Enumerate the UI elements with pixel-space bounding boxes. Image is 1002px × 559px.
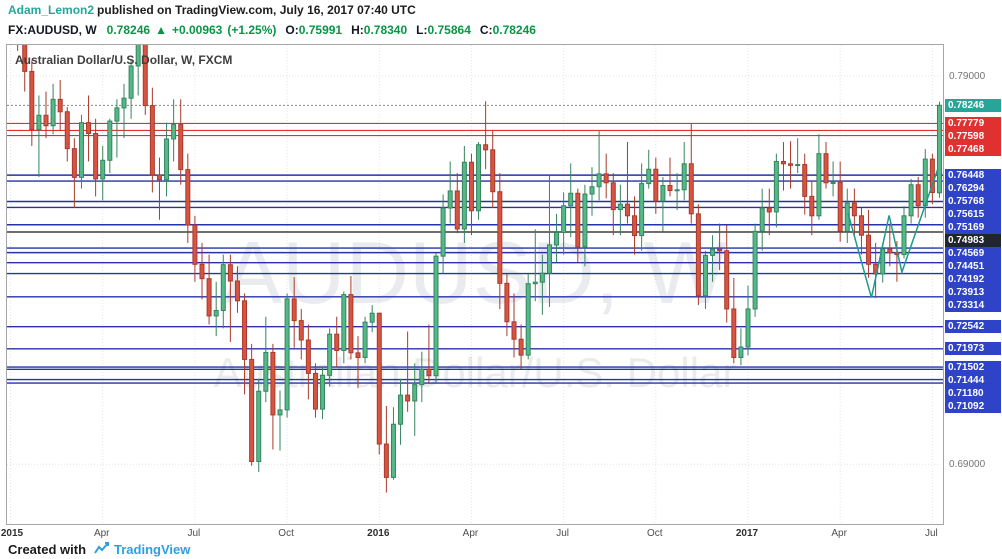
price-label-blue: 0.75169 xyxy=(945,221,1001,234)
time-tick: Apr xyxy=(462,528,479,539)
price-axis[interactable]: 0.79000 0.69000 0.78246 0.77779 0.77598 0.774… xyxy=(945,44,1002,527)
time-tick: Apr xyxy=(93,528,110,539)
price-label-red: 0.77468 xyxy=(945,142,1001,156)
price-label-red: 0.77779 xyxy=(945,116,1001,130)
author-link[interactable]: Adam_Lemon2 xyxy=(8,3,95,17)
time-tick: Apr xyxy=(831,528,847,539)
time-tick: 2015 xyxy=(0,528,24,539)
change-arrow-icon: ▲ xyxy=(155,23,167,37)
price-label-blue: 0.73314 xyxy=(945,299,1001,312)
time-tick: 2016 xyxy=(367,528,390,539)
time-tick: Jul xyxy=(924,528,938,539)
ohlc-high: H:0.78340 xyxy=(351,23,408,37)
tradingview-wordmark: TradingView xyxy=(114,541,191,557)
price-label-blue: 0.71180 xyxy=(945,386,1001,400)
ohlc-open: O:0.75991 xyxy=(285,23,343,37)
price-label-blue: 0.74451 xyxy=(945,260,1001,273)
price-label-blue: 0.74569 xyxy=(945,247,1001,260)
price-label-blue: 0.72542 xyxy=(945,320,1001,334)
change-percent: (+1.25%) xyxy=(227,23,277,37)
change-absolute: +0.00963 xyxy=(171,23,223,37)
price-label-blue: 0.74192 xyxy=(945,273,1001,286)
tradingview-logo-icon xyxy=(94,542,110,554)
footer-bar: Created with TradingView xyxy=(0,539,1002,559)
symbol-label[interactable]: FX:AUDUSD, W xyxy=(8,23,97,37)
price-label-red: 0.77598 xyxy=(945,129,1001,143)
time-tick: Jul xyxy=(556,528,570,539)
time-tick: 2017 xyxy=(735,528,759,539)
time-tick: Jul xyxy=(187,528,201,539)
time-tick: Oct xyxy=(278,528,294,539)
svg-text:AUDUSD, W: AUDUSD, W xyxy=(223,223,727,322)
publish-info-bar: Adam_Lemon2 published on TradingView.com… xyxy=(0,0,1002,20)
price-tick: 0.79000 xyxy=(949,71,986,83)
quote-bar: FX:AUDUSD, W 0.78246 ▲ +0.00963 (+1.25%)… xyxy=(0,20,1002,40)
price-label-blue: 0.73913 xyxy=(945,286,1001,299)
price-label-blue: 0.71502 xyxy=(945,360,1001,374)
price-tick: 0.69000 xyxy=(949,459,986,471)
created-with-label: Created with xyxy=(8,541,87,557)
chart-plot-area[interactable]: AUDUSD, W Australian Dollar/U.S. Dollar A… xyxy=(6,44,944,525)
price-label-dark: 0.74983 xyxy=(945,234,1001,247)
ohlc-low: L:0.75864 xyxy=(416,23,471,37)
price-label-blue: 0.76294 xyxy=(945,181,1001,195)
time-tick: Oct xyxy=(647,528,663,539)
publish-text: published on TradingView.com, July 16, 2… xyxy=(97,3,416,17)
svg-text:Australian Dollar/U.S. Dollar: Australian Dollar/U.S. Dollar xyxy=(214,349,737,396)
price-label-blue: 0.76448 xyxy=(945,168,1001,182)
last-price: 0.78246 xyxy=(106,23,151,37)
price-label-blue: 0.75768 xyxy=(945,195,1001,208)
price-label-blue: 0.71973 xyxy=(945,342,1001,356)
time-axis[interactable]: 2015 Apr Jul Oct 2016 Apr Jul Oct 2017 Apr Jul xyxy=(1,528,944,542)
ohlc-close: C:0.78246 xyxy=(479,23,536,37)
price-label-blue: 0.71444 xyxy=(945,373,1001,387)
price-label-current: 0.78246 xyxy=(945,98,1001,112)
tradingview-link[interactable]: TradingView xyxy=(94,542,190,557)
chart-region: AUDUSD, W Australian Dollar/U.S. Dollar A… xyxy=(0,40,1002,539)
candlestick-chart[interactable]: AUDUSD, W Australian Dollar/U.S. Dollar xyxy=(7,45,943,524)
price-label-blue: 0.71092 xyxy=(945,399,1001,413)
price-label-blue: 0.75615 xyxy=(945,208,1001,221)
